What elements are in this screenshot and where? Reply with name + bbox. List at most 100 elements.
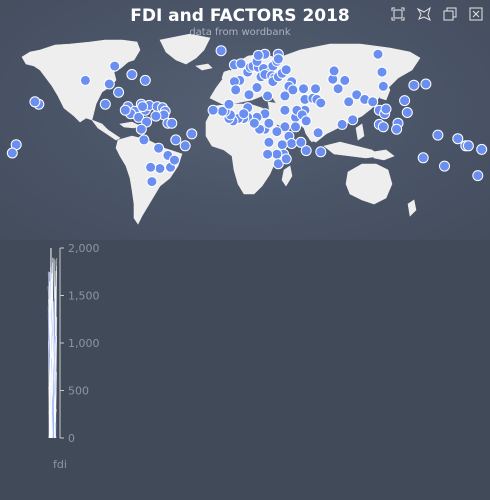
country-point[interactable]	[380, 103, 392, 115]
country-point[interactable]	[238, 108, 250, 120]
country-point[interactable]	[166, 117, 178, 129]
parallel-line	[53, 412, 56, 439]
country-point[interactable]	[328, 65, 340, 77]
country-point[interactable]	[243, 89, 255, 101]
country-point[interactable]	[343, 96, 355, 108]
country-point[interactable]	[146, 176, 158, 188]
country-point[interactable]	[351, 89, 363, 101]
keep-selection-icon[interactable]	[442, 6, 458, 22]
country-point[interactable]	[420, 78, 432, 90]
country-point[interactable]	[376, 66, 388, 78]
country-point[interactable]	[290, 121, 301, 133]
country-point[interactable]	[339, 74, 351, 86]
country-point[interactable]	[215, 45, 227, 57]
country-point[interactable]	[279, 121, 291, 133]
country-point[interactable]	[298, 83, 309, 95]
land-madagascar	[281, 165, 293, 187]
country-point[interactable]	[295, 136, 307, 148]
country-point[interactable]	[399, 95, 411, 107]
country-point[interactable]	[186, 128, 198, 140]
country-point[interactable]	[207, 104, 219, 116]
country-point[interactable]	[347, 114, 359, 126]
country-point[interactable]	[439, 160, 450, 172]
country-point[interactable]	[372, 48, 384, 60]
country-point[interactable]	[170, 134, 182, 146]
country-point[interactable]	[286, 138, 298, 149]
parallel-line	[49, 325, 56, 439]
country-point[interactable]	[29, 96, 41, 108]
country-points[interactable]	[6, 45, 488, 188]
country-point[interactable]	[223, 98, 235, 110]
country-point[interactable]	[377, 80, 389, 92]
country-point[interactable]	[276, 139, 288, 151]
country-point[interactable]	[336, 118, 348, 130]
country-point[interactable]	[113, 86, 125, 98]
zoom-select-icon[interactable]	[390, 6, 406, 22]
country-point[interactable]	[139, 74, 151, 86]
country-point[interactable]	[271, 148, 283, 160]
country-point[interactable]	[109, 60, 121, 72]
country-point[interactable]	[263, 117, 275, 129]
country-point[interactable]	[248, 117, 260, 129]
chart-title: FDI and FACTORS 2018	[130, 6, 350, 26]
country-point[interactable]	[312, 127, 324, 139]
country-point[interactable]	[252, 49, 264, 61]
country-point[interactable]	[235, 58, 247, 70]
country-point[interactable]	[153, 142, 165, 154]
country-point[interactable]	[103, 78, 115, 90]
country-point[interactable]	[272, 53, 284, 65]
country-point[interactable]	[263, 136, 275, 148]
country-point[interactable]	[79, 74, 91, 86]
country-point[interactable]	[169, 154, 180, 166]
country-point[interactable]	[476, 143, 488, 155]
country-point[interactable]	[138, 134, 150, 146]
country-point[interactable]	[432, 129, 444, 141]
fdi-axis-name: fdi	[53, 458, 67, 471]
country-point[interactable]	[452, 133, 464, 145]
country-point[interactable]	[262, 148, 274, 160]
country-point[interactable]	[377, 121, 389, 133]
clear-selection-icon[interactable]	[468, 6, 484, 22]
country-point[interactable]	[262, 90, 274, 102]
country-point[interactable]	[145, 161, 157, 173]
country-point[interactable]	[417, 152, 429, 164]
country-point[interactable]	[472, 170, 484, 182]
country-point[interactable]	[300, 115, 312, 127]
country-point[interactable]	[279, 90, 291, 102]
country-point[interactable]	[137, 101, 149, 113]
brush-lasso-icon[interactable]	[416, 6, 432, 22]
country-point[interactable]	[119, 104, 131, 116]
parallel-line	[53, 298, 55, 439]
country-point[interactable]	[154, 163, 166, 174]
country-point[interactable]	[271, 126, 283, 138]
country-point[interactable]	[391, 123, 403, 135]
country-point[interactable]	[408, 79, 420, 91]
country-point[interactable]	[315, 97, 327, 109]
country-point[interactable]	[272, 158, 284, 170]
parallel-line	[47, 313, 50, 439]
country-point[interactable]	[315, 146, 327, 158]
country-point[interactable]	[401, 107, 413, 118]
parallel-coordinates[interactable]: 2,000 1,500 1,000 500 0 fdi	[0, 240, 490, 500]
country-point[interactable]	[310, 83, 321, 95]
world-map[interactable]	[0, 0, 490, 240]
country-point[interactable]	[251, 82, 263, 93]
country-point[interactable]	[280, 64, 292, 76]
country-point[interactable]	[179, 140, 191, 152]
country-point[interactable]	[230, 84, 242, 96]
country-point[interactable]	[287, 84, 299, 96]
country-point[interactable]	[279, 104, 291, 116]
country-point[interactable]	[133, 111, 145, 123]
country-point[interactable]	[332, 83, 344, 95]
country-point[interactable]	[300, 145, 312, 157]
country-point[interactable]	[6, 147, 18, 159]
country-point[interactable]	[150, 110, 162, 122]
country-point[interactable]	[280, 153, 292, 165]
country-point[interactable]	[462, 140, 474, 152]
country-point[interactable]	[126, 69, 138, 80]
country-point[interactable]	[367, 96, 379, 108]
country-point[interactable]	[135, 123, 147, 135]
country-point[interactable]	[99, 98, 111, 110]
land-philippines	[355, 123, 365, 141]
